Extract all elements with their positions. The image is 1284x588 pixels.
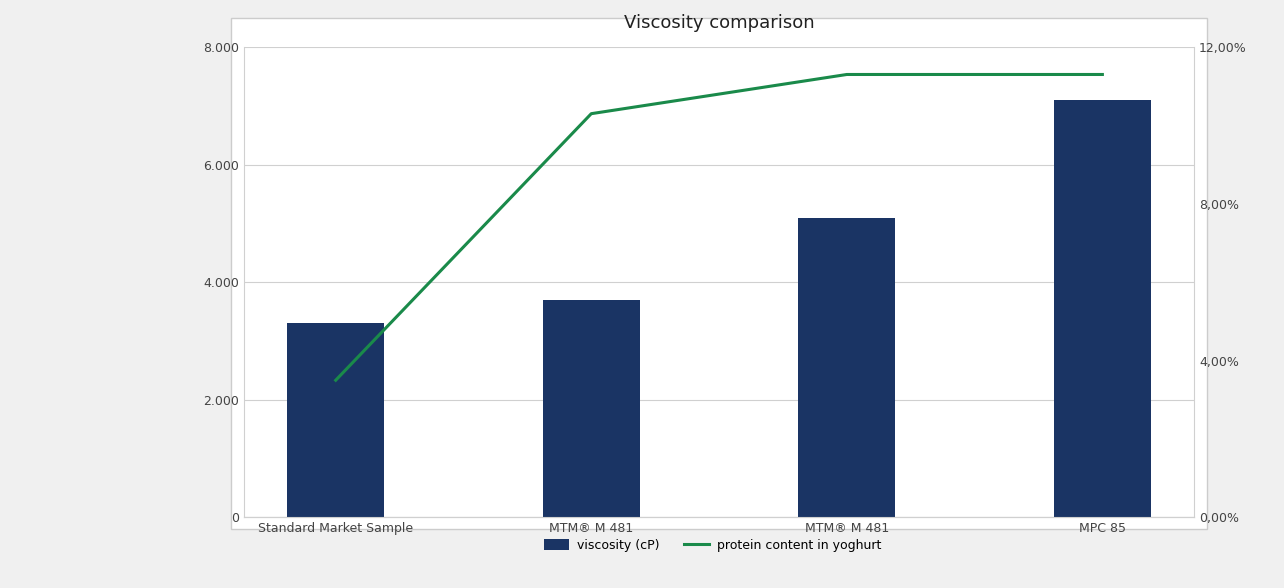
protein content in yoghurt (583, 110, 598, 117)
Line: protein content in yoghurt: protein content in yoghurt (335, 75, 1103, 380)
Bar (799, 218, 895, 517)
Bar (543, 300, 639, 517)
Legend: viscosity (cP), protein content in yoghurt: viscosity (cP), protein content in yoghu… (538, 533, 887, 558)
Bar (288, 323, 384, 517)
protein content in yoghurt (327, 377, 343, 384)
protein content in yoghurt (1095, 71, 1111, 78)
Title: Viscosity comparison: Viscosity comparison (624, 14, 814, 32)
Bar (1054, 100, 1150, 517)
protein content in yoghurt (840, 71, 855, 78)
